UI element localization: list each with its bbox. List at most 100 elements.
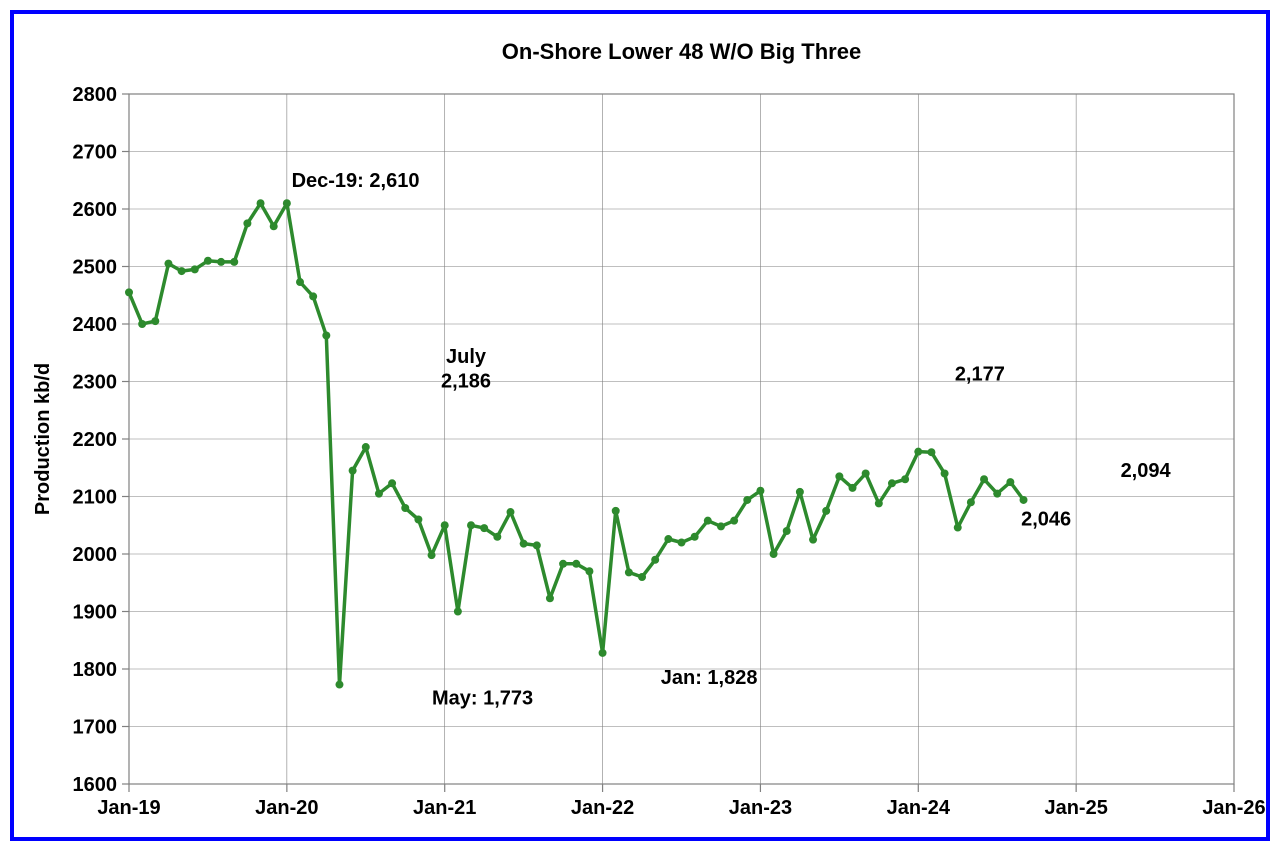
data-point — [993, 490, 1001, 498]
data-point — [625, 568, 633, 576]
y-tick-label: 2800 — [73, 84, 118, 106]
y-tick-label: 1600 — [73, 774, 118, 796]
data-point — [704, 517, 712, 525]
data-point — [664, 535, 672, 543]
x-tick-label: Jan-19 — [97, 797, 160, 819]
data-point — [888, 479, 896, 487]
data-point — [178, 267, 186, 275]
data-point — [796, 488, 804, 496]
data-point — [651, 556, 659, 564]
data-point — [954, 524, 962, 532]
annotation: July — [446, 346, 487, 368]
data-point — [743, 496, 751, 504]
data-point — [151, 317, 159, 325]
data-point — [401, 504, 409, 512]
data-point — [217, 258, 225, 266]
data-point — [783, 527, 791, 535]
data-point — [533, 541, 541, 549]
data-point — [335, 681, 343, 689]
data-point — [941, 470, 949, 478]
data-point — [1020, 496, 1028, 504]
annotation: 2,046 — [1021, 508, 1071, 530]
data-point — [270, 222, 278, 230]
data-point — [414, 516, 422, 524]
chart-title: On-Shore Lower 48 W/O Big Three — [502, 39, 861, 64]
data-point — [835, 472, 843, 480]
data-point — [243, 219, 251, 227]
y-tick-label: 1700 — [73, 717, 118, 739]
data-point — [296, 278, 304, 286]
data-point — [388, 479, 396, 487]
data-point — [717, 522, 725, 530]
data-point — [967, 498, 975, 506]
data-point — [204, 257, 212, 265]
y-axis-label: Production kb/d — [32, 363, 54, 515]
data-point — [322, 332, 330, 340]
data-point — [520, 540, 528, 548]
data-point — [822, 507, 830, 515]
data-point — [191, 265, 199, 273]
data-point — [454, 608, 462, 616]
data-point — [559, 560, 567, 568]
data-point — [230, 258, 238, 266]
data-point — [257, 199, 265, 207]
data-point — [809, 536, 817, 544]
x-tick-label: Jan-22 — [571, 797, 634, 819]
y-tick-label: 2500 — [73, 257, 118, 279]
data-point — [283, 199, 291, 207]
data-point — [546, 594, 554, 602]
data-point — [1006, 478, 1014, 486]
y-tick-label: 2400 — [73, 314, 118, 336]
annotation: Jan: 1,828 — [661, 667, 758, 689]
data-point — [612, 507, 620, 515]
data-point — [309, 292, 317, 300]
annotation: Dec-19: 2,610 — [292, 170, 420, 192]
annotation: 2,186 — [441, 370, 491, 392]
data-point — [638, 573, 646, 581]
data-point — [599, 649, 607, 657]
data-point — [691, 533, 699, 541]
line-chart: On-Shore Lower 48 W/O Big Three 1600 1700 1… — [14, 14, 1266, 837]
x-tick-label: Jan-23 — [729, 797, 792, 819]
data-point — [756, 487, 764, 495]
x-tick-label: Jan-21 — [413, 797, 476, 819]
data-point — [980, 475, 988, 483]
data-point — [914, 448, 922, 456]
annotation: 2,094 — [1121, 460, 1172, 482]
x-tick-label: Jan-24 — [887, 797, 951, 819]
chart-outer: On-Shore Lower 48 W/O Big Three 1600 1700 1… — [0, 0, 1280, 851]
y-tick-label: 2200 — [73, 429, 118, 451]
data-point — [849, 484, 857, 492]
data-point — [138, 320, 146, 328]
data-point — [428, 551, 436, 559]
data-point — [467, 521, 475, 529]
x-tick-label: Jan-20 — [255, 797, 318, 819]
data-point — [506, 508, 514, 516]
data-point — [493, 533, 501, 541]
chart-frame: On-Shore Lower 48 W/O Big Three 1600 1700 1… — [10, 10, 1270, 841]
data-point — [125, 288, 133, 296]
data-point — [678, 539, 686, 547]
series-line — [129, 203, 1024, 684]
data-point — [480, 524, 488, 532]
y-tick-label: 1800 — [73, 659, 118, 681]
data-point — [572, 560, 580, 568]
data-point — [362, 443, 370, 451]
data-point — [901, 475, 909, 483]
data-point — [375, 490, 383, 498]
y-tick-label: 2100 — [73, 487, 118, 509]
y-tick-label: 2600 — [73, 199, 118, 221]
data-point — [730, 517, 738, 525]
data-point — [441, 521, 449, 529]
x-tick-label: Jan-25 — [1044, 797, 1107, 819]
data-point — [349, 467, 357, 475]
data-point — [770, 550, 778, 558]
y-tick-label: 2300 — [73, 372, 118, 394]
y-tick-label: 1900 — [73, 602, 118, 624]
annotation: 2,177 — [955, 363, 1005, 385]
data-point — [585, 567, 593, 575]
y-tick-label: 2700 — [73, 142, 118, 164]
data-point — [927, 448, 935, 456]
data-point — [862, 470, 870, 478]
annotation: May: 1,773 — [432, 688, 533, 710]
